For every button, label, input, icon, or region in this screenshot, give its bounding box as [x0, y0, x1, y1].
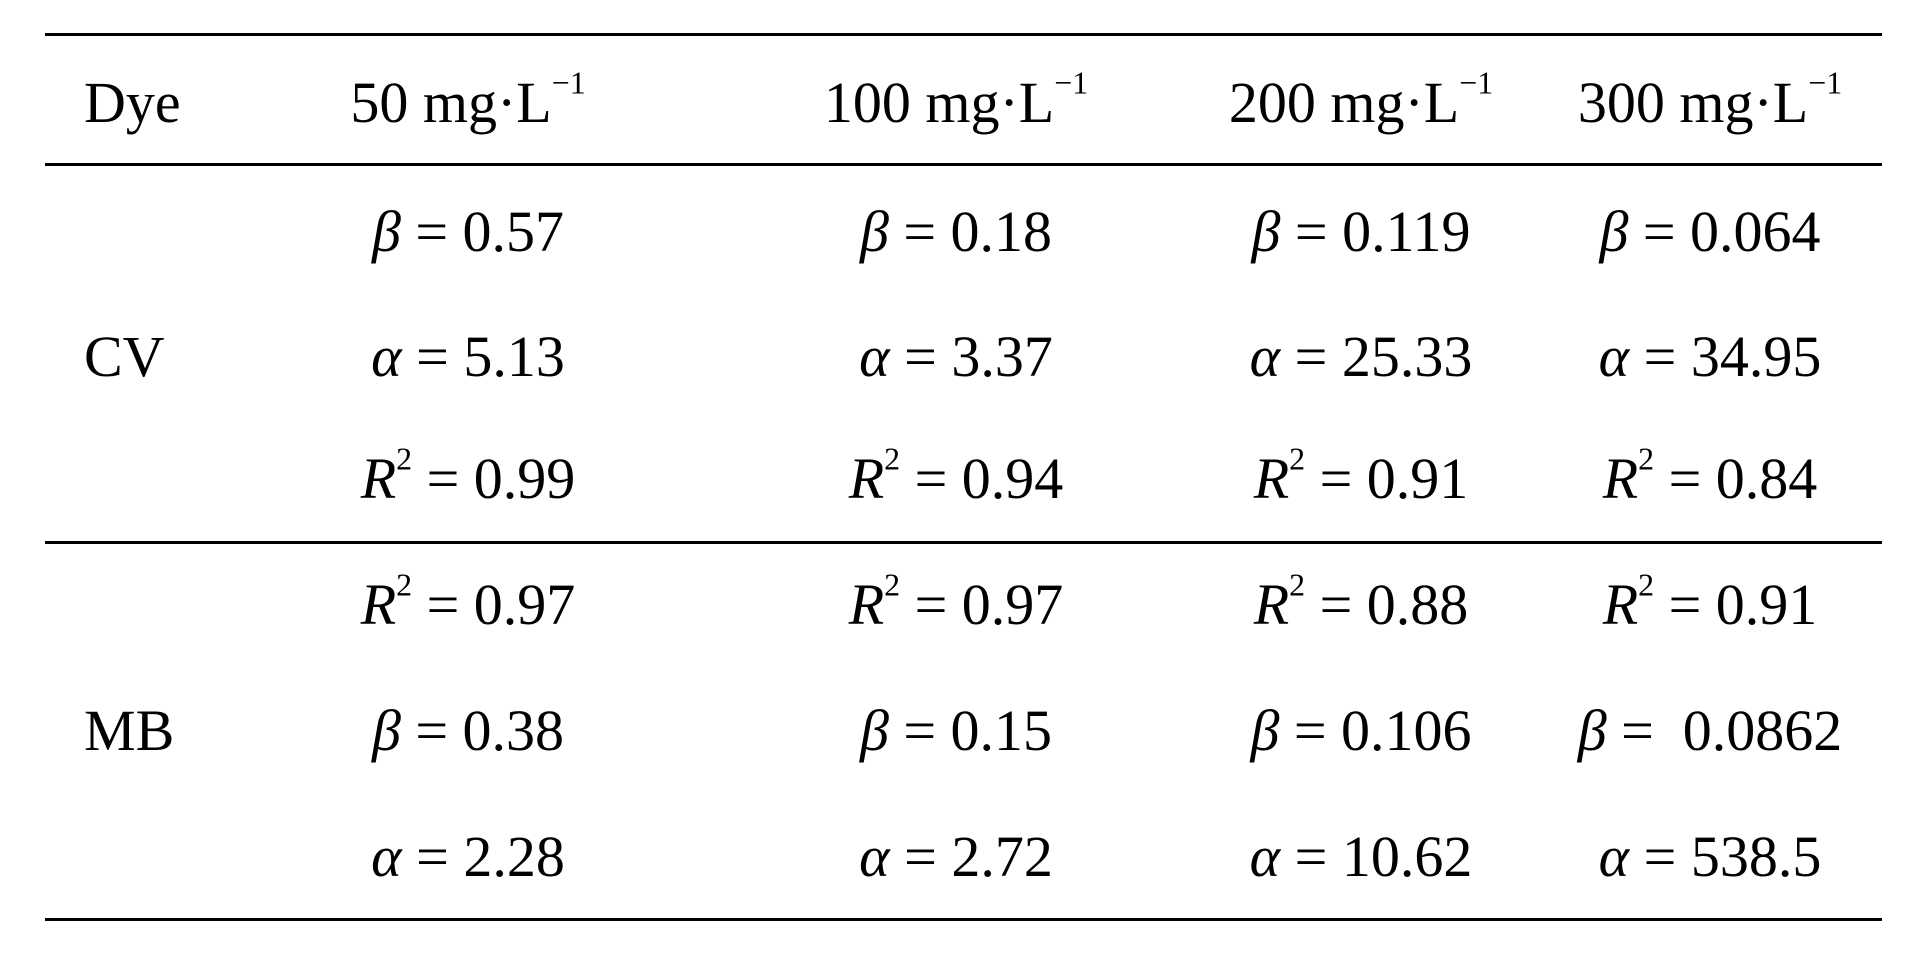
- symbol-sup: 2: [396, 567, 413, 603]
- symbol-beta: β: [371, 199, 401, 264]
- table-cell: β = 0.0862: [1578, 702, 1843, 760]
- header-200-value: 200 mg·L: [1228, 70, 1460, 135]
- table-cell: β = 0.119: [1252, 203, 1471, 261]
- table-cell: R2 = 0.91: [1254, 443, 1469, 508]
- table-cell: α = 34.95: [1599, 328, 1822, 386]
- header-dye: Dye: [84, 70, 181, 135]
- table-cell: β = 0.15: [860, 702, 1052, 760]
- table-cell: R2 = 0.91: [1603, 569, 1818, 634]
- symbol-alpha: α: [1249, 824, 1281, 889]
- table-cell: β = 0.57: [372, 203, 564, 261]
- table-cell: R2 = 0.99: [361, 443, 576, 508]
- cell-value: = 0.0862: [1621, 698, 1843, 763]
- table-cell: α = 538.5: [1599, 828, 1822, 886]
- header-300-exponent: −1: [1808, 65, 1843, 101]
- table-cell: α = 2.28: [371, 828, 565, 886]
- cell-value: = 0.97: [914, 572, 1064, 637]
- cell-value: = 0.94: [914, 446, 1064, 511]
- symbol-r: R: [848, 446, 885, 511]
- table-cell: R2 = 0.97: [361, 569, 576, 634]
- symbol-alpha: α: [371, 324, 402, 389]
- cell-value: = 3.37: [904, 324, 1053, 389]
- cell-value: = 0.88: [1319, 572, 1469, 637]
- symbol-beta: β: [1251, 199, 1281, 264]
- symbol-sup: 2: [884, 441, 901, 477]
- symbol-r: R: [1253, 446, 1290, 511]
- symbol-sup: 2: [1289, 441, 1306, 477]
- table-cell: β = 0.106: [1250, 702, 1471, 760]
- symbol-beta: β: [1577, 698, 1607, 763]
- cell-value: = 0.91: [1319, 446, 1469, 511]
- symbol-sup: 2: [396, 441, 413, 477]
- table-cell: R2 = 0.97: [849, 569, 1064, 634]
- cell-value: = 0.99: [426, 446, 576, 511]
- cell-value: = 0.97: [426, 572, 576, 637]
- table-cell: R2 = 0.88: [1254, 569, 1469, 634]
- table-group-divider: [45, 541, 1882, 544]
- cell-value: = 0.91: [1668, 572, 1818, 637]
- cell-value: = 0.119: [1294, 199, 1471, 264]
- symbol-alpha: α: [1598, 324, 1630, 389]
- header-200: 200 mg·L−1: [1229, 67, 1493, 132]
- symbol-r: R: [1253, 572, 1290, 637]
- cell-value: = 0.84: [1668, 446, 1818, 511]
- table-cell: α = 2.72: [859, 828, 1053, 886]
- header-50: 50 mg·L−1: [350, 67, 585, 132]
- table-header-rule: [45, 163, 1882, 166]
- symbol-r: R: [848, 572, 885, 637]
- symbol-beta: β: [1599, 199, 1629, 264]
- dye-label-cv: CV: [84, 324, 165, 389]
- symbol-sup: 2: [1638, 567, 1655, 603]
- cell-value: = 538.5: [1643, 824, 1822, 889]
- cell-value: = 2.28: [416, 824, 565, 889]
- cell-value: = 0.57: [415, 199, 565, 264]
- table-cell: α = 5.13: [371, 328, 565, 386]
- symbol-beta: β: [859, 698, 889, 763]
- dye-label-mb: MB: [84, 698, 175, 763]
- header-50-exponent: −1: [551, 65, 586, 101]
- symbol-beta: β: [1250, 698, 1280, 763]
- symbol-sup: 2: [884, 567, 901, 603]
- symbol-r: R: [1602, 572, 1639, 637]
- table-cell: β = 0.18: [860, 203, 1052, 261]
- header-100-exponent: −1: [1054, 65, 1089, 101]
- symbol-alpha: α: [371, 824, 402, 889]
- table-bottom-rule: [45, 918, 1882, 921]
- cell-value: = 2.72: [904, 824, 1053, 889]
- table-cell: β = 0.38: [372, 702, 564, 760]
- symbol-alpha: α: [1598, 824, 1630, 889]
- cell-value: = 0.064: [1642, 199, 1821, 264]
- header-100: 100 mg·L−1: [824, 67, 1088, 132]
- cell-value: = 5.13: [416, 324, 565, 389]
- header-300: 300 mg·L−1: [1578, 67, 1842, 132]
- symbol-sup: 2: [1638, 441, 1655, 477]
- header-100-value: 100 mg·L: [823, 70, 1055, 135]
- cell-value: = 0.106: [1293, 698, 1472, 763]
- cell-value: = 25.33: [1294, 324, 1473, 389]
- symbol-beta: β: [859, 199, 889, 264]
- table-cell: α = 3.37: [859, 328, 1053, 386]
- symbol-alpha: α: [859, 324, 890, 389]
- cell-value: = 0.15: [903, 698, 1053, 763]
- table-cell: α = 10.62: [1250, 828, 1473, 886]
- table-cell: β = 0.064: [1599, 203, 1820, 261]
- header-200-exponent: −1: [1459, 65, 1494, 101]
- symbol-r: R: [360, 572, 397, 637]
- symbol-alpha: α: [1249, 324, 1281, 389]
- cell-value: = 34.95: [1643, 324, 1822, 389]
- symbol-alpha: α: [859, 824, 890, 889]
- table-cell: α = 25.33: [1250, 328, 1473, 386]
- symbol-sup: 2: [1289, 567, 1306, 603]
- table-cell: R2 = 0.94: [849, 443, 1064, 508]
- cell-value: = 0.38: [415, 698, 565, 763]
- header-50-value: 50 mg·L: [350, 70, 552, 135]
- symbol-r: R: [360, 446, 397, 511]
- symbol-beta: β: [371, 698, 401, 763]
- cell-value: = 0.18: [903, 199, 1053, 264]
- header-300-value: 300 mg·L: [1577, 70, 1809, 135]
- cell-value: = 10.62: [1294, 824, 1473, 889]
- table-top-rule: [45, 33, 1882, 36]
- table-cell: R2 = 0.84: [1603, 443, 1818, 508]
- symbol-r: R: [1602, 446, 1639, 511]
